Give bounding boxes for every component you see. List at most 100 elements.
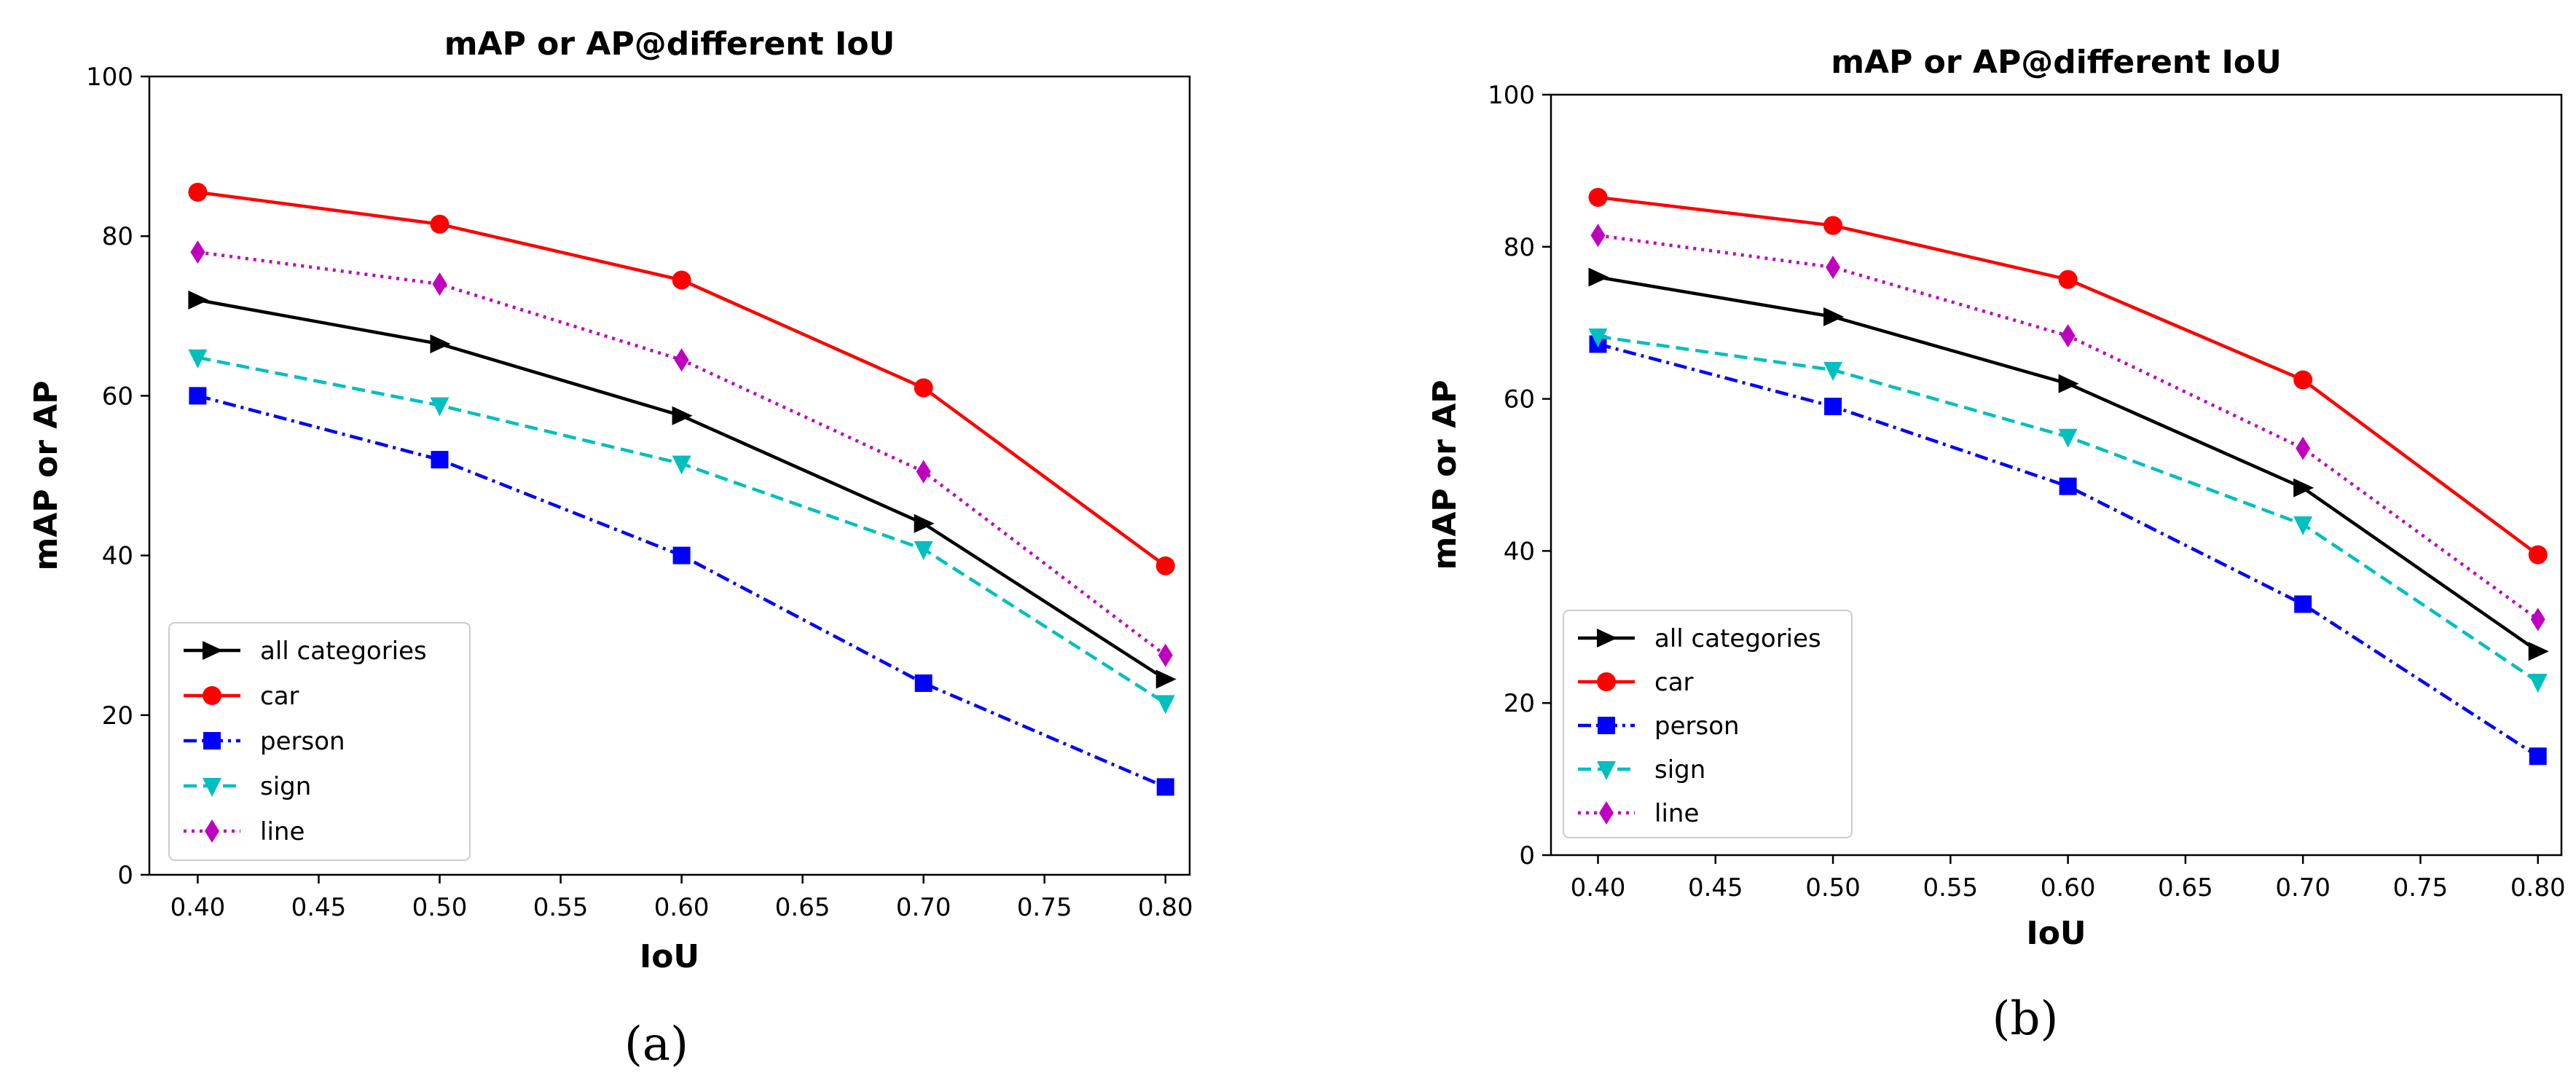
data-point-line: [1590, 224, 1606, 248]
y-axis-label: mAP or AP: [28, 380, 65, 570]
data-point-line: [2296, 436, 2311, 460]
data-point-car: [1155, 556, 1175, 575]
data-point-line: [1826, 255, 1841, 279]
data-point-sign: [672, 455, 691, 475]
x-tick-label: 0.80: [2510, 873, 2566, 902]
data-point-sign: [430, 397, 449, 417]
figure-caption: (a): [624, 1018, 688, 1071]
data-point-all: [2058, 374, 2079, 393]
y-axis-label: mAP or AP: [1426, 379, 1464, 570]
data-point-all: [1823, 307, 1845, 326]
x-tick-label: 0.55: [1923, 873, 1978, 902]
data-point-car: [914, 378, 933, 398]
chart-a: mAP or AP@different IoU 0.40 0.45 0.50 0.55 0…: [28, 25, 1193, 1071]
y-tick-label: 0: [117, 861, 133, 890]
legend-label-all: all categories: [260, 637, 427, 666]
data-point-sign: [1823, 361, 1843, 381]
data-point-person: [2059, 477, 2077, 495]
x-tick-label: 0.45: [1688, 873, 1743, 902]
series-car: [188, 182, 1175, 575]
series-all: [1588, 267, 2549, 661]
data-point-line: [2530, 607, 2545, 632]
series-sign: [1588, 328, 2548, 693]
y-tick-label: 80: [1504, 233, 1535, 262]
y-tick-label: 40: [1504, 537, 1535, 566]
x-tick-label: 0.60: [2041, 873, 2096, 902]
legend-label-line: line: [260, 817, 305, 846]
x-tick-label: 0.40: [1571, 873, 1626, 902]
data-point-person: [189, 387, 207, 405]
legend-label-line: line: [1654, 799, 1699, 828]
legend-label-person: person: [1654, 712, 1740, 741]
legend-marker-all: [1597, 629, 1617, 648]
data-point-line: [674, 348, 689, 372]
data-point-sign: [1155, 695, 1175, 715]
series-all: [188, 290, 1177, 689]
data-point-all: [430, 334, 451, 354]
data-point-person: [672, 546, 691, 564]
data-point-car: [2293, 370, 2313, 390]
data-point-person: [431, 451, 449, 469]
y-tick-label: 80: [102, 222, 133, 251]
series-car: [1588, 187, 2548, 564]
x-tick-label: 0.70: [2275, 873, 2330, 902]
legend-marker-car: [203, 686, 221, 705]
y-tick-label: 60: [102, 382, 133, 411]
data-point-car: [2058, 270, 2078, 289]
series-line: [190, 240, 1173, 667]
x-tick-label: 0.75: [1017, 893, 1072, 922]
x-tick-label: 0.65: [2158, 873, 2213, 902]
legend-box: [1563, 610, 1853, 838]
series-line-line: [1598, 233, 2540, 621]
y-tick-label: 100: [86, 63, 133, 92]
data-point-sign: [914, 540, 933, 560]
legend-label-person: person: [260, 727, 345, 756]
series-person: [1589, 335, 2547, 766]
legend-label-all: all categories: [1654, 624, 1821, 653]
chart-title: mAP or AP@different IoU: [444, 25, 895, 63]
data-point-line: [916, 460, 931, 484]
data-point-car: [1823, 216, 1843, 235]
y-tick-label: 20: [1504, 689, 1535, 718]
series-line-line: [197, 250, 1167, 657]
data-point-person: [1156, 778, 1174, 796]
data-point-line: [2060, 323, 2076, 347]
data-point-all: [2528, 642, 2549, 661]
series-person: [189, 387, 1174, 796]
chart-title: mAP or AP@different IoU: [1831, 44, 2282, 81]
legend-marker-sign: [203, 778, 221, 797]
series-line-car: [197, 190, 1167, 567]
legend-box: [168, 622, 471, 861]
data-point-car: [188, 182, 208, 202]
x-axis-label: IoU: [2026, 915, 2086, 952]
data-point-car: [672, 270, 691, 290]
x-tick-label: 0.50: [1805, 873, 1861, 902]
data-point-sign: [2058, 428, 2078, 448]
legend-marker-sign: [1597, 761, 1616, 780]
y-tick-label: 100: [1488, 81, 1535, 110]
x-axis-label: IoU: [640, 938, 699, 975]
series-line: [1590, 224, 2545, 632]
x-tick-label: 0.70: [896, 893, 951, 922]
legend-marker-person: [1598, 717, 1615, 734]
y-tick-label: 60: [1504, 385, 1535, 414]
y-tick-label: 40: [102, 542, 133, 571]
x-tick-label: 0.40: [170, 893, 226, 922]
x-tick-label: 0.60: [654, 893, 710, 922]
x-tick-label: 0.75: [2393, 873, 2449, 902]
data-point-line: [190, 240, 205, 264]
data-point-person: [914, 674, 932, 692]
data-point-sign: [2528, 673, 2548, 693]
series-line-car: [1598, 195, 2540, 556]
y-tick-label: 0: [1519, 841, 1535, 870]
data-point-person: [1824, 398, 1842, 416]
plot-frame: [1550, 93, 2563, 857]
data-point-sign: [188, 349, 208, 369]
legend-label-car: car: [1654, 668, 1694, 697]
data-point-line: [432, 272, 447, 296]
legend: all categories car person sign line: [1563, 610, 1853, 838]
chart-b: mAP or AP@different IoU 0.40 0.45 0.50 0.55 0…: [1426, 44, 2566, 1046]
data-point-person: [2294, 595, 2312, 613]
data-point-car: [2528, 545, 2548, 564]
